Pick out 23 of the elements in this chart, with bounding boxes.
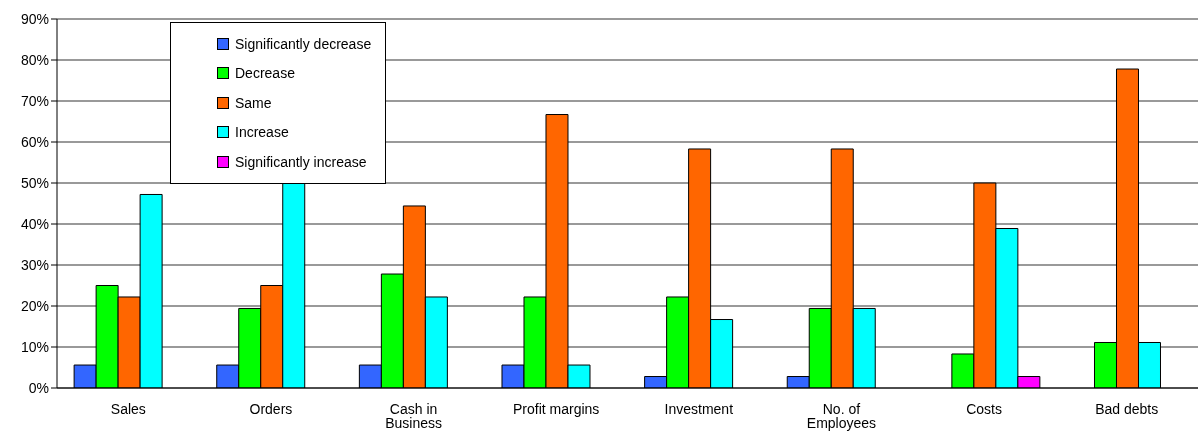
y-tick-label: 90% (20, 10, 49, 27)
x-tick-label: Sales (110, 400, 146, 417)
y-tick-label: 40% (20, 215, 49, 232)
legend-label: Decrease (235, 65, 295, 82)
y-tick-label: 80% (20, 51, 49, 68)
y-tick-label: 70% (20, 92, 49, 109)
x-tick-label: Bad debts (1095, 400, 1159, 417)
y-tick-label: 50% (20, 174, 49, 191)
x-tick-label: Profit margins (513, 400, 600, 417)
legend-label: Increase (235, 124, 289, 141)
y-tick-label: 10% (20, 338, 49, 355)
y-tick-label: 20% (20, 297, 49, 314)
legend-label: Same (235, 94, 272, 111)
x-tick-label: No. of Employees (806, 400, 877, 431)
y-tick-label: 30% (20, 256, 49, 273)
y-tick-label: 0% (28, 379, 49, 396)
x-tick-label: Orders (249, 400, 293, 417)
legend-label: Significantly increase (235, 153, 367, 170)
legend-label: Significantly decrease (235, 35, 372, 52)
x-tick-label: Investment (664, 400, 734, 417)
y-tick-label: 60% (20, 133, 49, 150)
x-tick-label: Costs (966, 400, 1002, 417)
x-tick-label: Cash in Business (385, 400, 442, 431)
